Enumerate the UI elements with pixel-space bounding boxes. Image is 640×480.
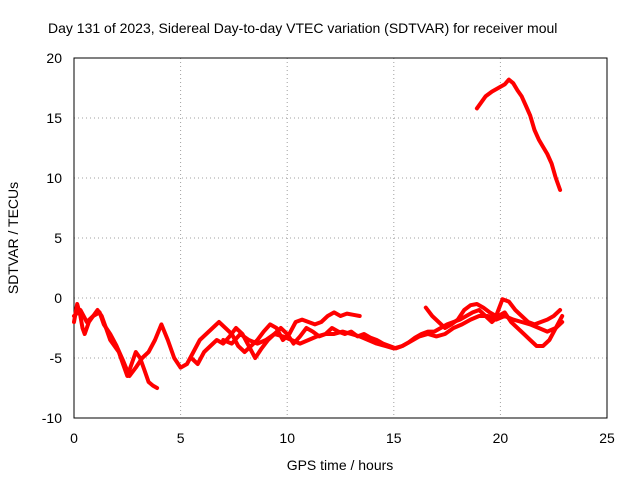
series-line-trace-1 — [72, 302, 160, 390]
plot-frame — [73, 57, 608, 419]
y-tick-label: 15 — [46, 110, 62, 126]
chart-title: Day 131 of 2023, Sidereal Day-to-day VTE… — [48, 20, 557, 36]
y-tick-label: -10 — [42, 410, 62, 426]
y-tick-label: 20 — [46, 50, 62, 66]
y-tick-labels: -10 -5 0 5 10 15 20 — [42, 50, 62, 426]
x-tick-labels: 0 5 10 15 20 25 — [70, 430, 615, 446]
x-axis-label: GPS time / hours — [287, 457, 394, 473]
y-tick-label: -5 — [50, 350, 63, 366]
y-tick-label: 5 — [54, 230, 62, 246]
x-tick-label: 20 — [493, 430, 509, 446]
gridlines — [74, 58, 607, 418]
x-tick-label: 25 — [599, 430, 615, 446]
series-line-trace-3 — [189, 308, 565, 366]
series-line-trace-4 — [221, 314, 565, 351]
series-line-trace-2 — [72, 308, 362, 378]
y-axis-label: SDTVAR / TECUs — [5, 182, 21, 294]
x-tick-label: 0 — [70, 430, 78, 446]
x-tick-label: 15 — [386, 430, 402, 446]
y-tick-label: 10 — [46, 170, 62, 186]
x-tick-label: 10 — [279, 430, 295, 446]
series-line-trace-5 — [423, 297, 563, 330]
series-layer — [72, 77, 565, 390]
x-tick-label: 5 — [177, 430, 185, 446]
series-line-trace-6 — [474, 77, 563, 192]
y-tick-label: 0 — [54, 290, 62, 306]
